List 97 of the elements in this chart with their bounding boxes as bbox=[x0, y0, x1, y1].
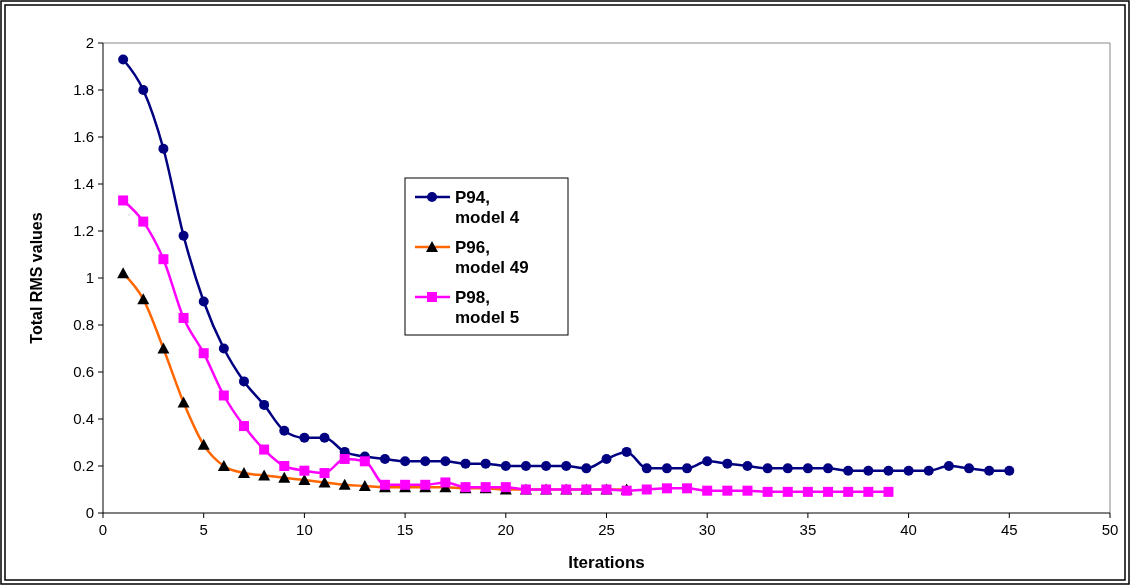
point bbox=[420, 456, 431, 467]
point bbox=[682, 483, 693, 494]
y-tick-label: 1.8 bbox=[73, 81, 94, 99]
point bbox=[319, 468, 330, 479]
point bbox=[218, 343, 229, 354]
x-tick-label: 15 bbox=[396, 521, 414, 538]
y-tick-label: 0.4 bbox=[73, 410, 94, 428]
point bbox=[198, 296, 209, 307]
x-tick-label: 45 bbox=[1000, 521, 1018, 538]
y-tick-label: 0.8 bbox=[73, 316, 94, 334]
point bbox=[984, 465, 995, 476]
x-tick-label: 25 bbox=[598, 521, 615, 538]
point bbox=[641, 484, 652, 495]
point bbox=[379, 453, 390, 464]
point bbox=[279, 425, 290, 436]
y-axis-title: Total RMS values bbox=[28, 212, 45, 344]
x-tick-label: 30 bbox=[698, 521, 716, 538]
point bbox=[762, 463, 773, 474]
point bbox=[178, 312, 189, 323]
point bbox=[621, 446, 632, 457]
point bbox=[259, 444, 270, 455]
point bbox=[238, 421, 249, 432]
point bbox=[178, 230, 189, 241]
point bbox=[802, 486, 813, 497]
y-tick-label: 1 bbox=[85, 269, 94, 287]
x-tick-label: 20 bbox=[497, 521, 515, 538]
x-tick-label: 5 bbox=[199, 521, 208, 538]
point bbox=[400, 456, 411, 467]
x-tick-label: 0 bbox=[98, 521, 108, 538]
x-tick-label: 50 bbox=[1101, 521, 1119, 538]
point bbox=[259, 399, 270, 410]
point bbox=[823, 463, 834, 474]
point bbox=[843, 465, 854, 476]
point bbox=[601, 453, 612, 464]
x-tick-label: 40 bbox=[900, 521, 917, 538]
point bbox=[319, 432, 330, 443]
x-axis-title: Iterations bbox=[568, 553, 645, 572]
point bbox=[198, 348, 209, 359]
point bbox=[863, 486, 874, 497]
point bbox=[299, 432, 310, 443]
x-tick-label: 35 bbox=[799, 521, 817, 538]
point bbox=[460, 458, 471, 469]
point bbox=[339, 453, 350, 464]
point bbox=[823, 486, 834, 497]
point bbox=[782, 486, 793, 497]
point bbox=[440, 477, 451, 488]
point bbox=[359, 456, 370, 467]
legend-label: P96, model 49 bbox=[455, 237, 529, 277]
point bbox=[158, 254, 169, 265]
point bbox=[480, 458, 491, 469]
point bbox=[661, 483, 672, 494]
point bbox=[722, 458, 733, 469]
point bbox=[702, 485, 713, 496]
point bbox=[299, 465, 310, 476]
point bbox=[682, 463, 693, 474]
point bbox=[500, 461, 511, 471]
legend-label: P94, model 4 bbox=[455, 187, 520, 227]
point bbox=[440, 456, 451, 467]
point bbox=[218, 390, 229, 401]
point bbox=[581, 463, 592, 474]
point bbox=[1004, 465, 1015, 476]
point bbox=[802, 463, 813, 474]
point bbox=[943, 461, 954, 471]
y-tick-label: 0 bbox=[85, 504, 94, 522]
point bbox=[238, 376, 249, 387]
point bbox=[883, 486, 894, 497]
point bbox=[118, 195, 129, 206]
point bbox=[118, 54, 129, 65]
point bbox=[843, 486, 854, 497]
point bbox=[762, 486, 773, 497]
y-tick-label: 1.4 bbox=[73, 175, 94, 193]
point bbox=[742, 461, 753, 471]
y-tick-label: 1.6 bbox=[73, 128, 94, 146]
point bbox=[883, 465, 894, 476]
point bbox=[782, 463, 793, 474]
y-tick-label: 0.2 bbox=[73, 457, 94, 475]
point bbox=[520, 461, 531, 471]
point bbox=[138, 216, 149, 227]
point bbox=[279, 461, 290, 471]
y-tick-label: 1.2 bbox=[73, 222, 94, 240]
x-tick-label: 10 bbox=[296, 521, 313, 538]
point bbox=[742, 485, 753, 496]
point bbox=[964, 463, 975, 474]
y-tick-label: 2 bbox=[85, 34, 94, 52]
point bbox=[923, 465, 934, 476]
y-tick-label: 0.6 bbox=[73, 363, 94, 381]
point bbox=[158, 143, 169, 154]
point bbox=[903, 465, 914, 476]
point bbox=[561, 461, 572, 471]
legend-label: P98, model 5 bbox=[455, 287, 520, 327]
point bbox=[138, 85, 149, 95]
point bbox=[541, 461, 552, 471]
point bbox=[641, 463, 652, 474]
point bbox=[863, 465, 874, 476]
point bbox=[722, 485, 733, 496]
point bbox=[661, 463, 672, 474]
point bbox=[702, 456, 713, 467]
